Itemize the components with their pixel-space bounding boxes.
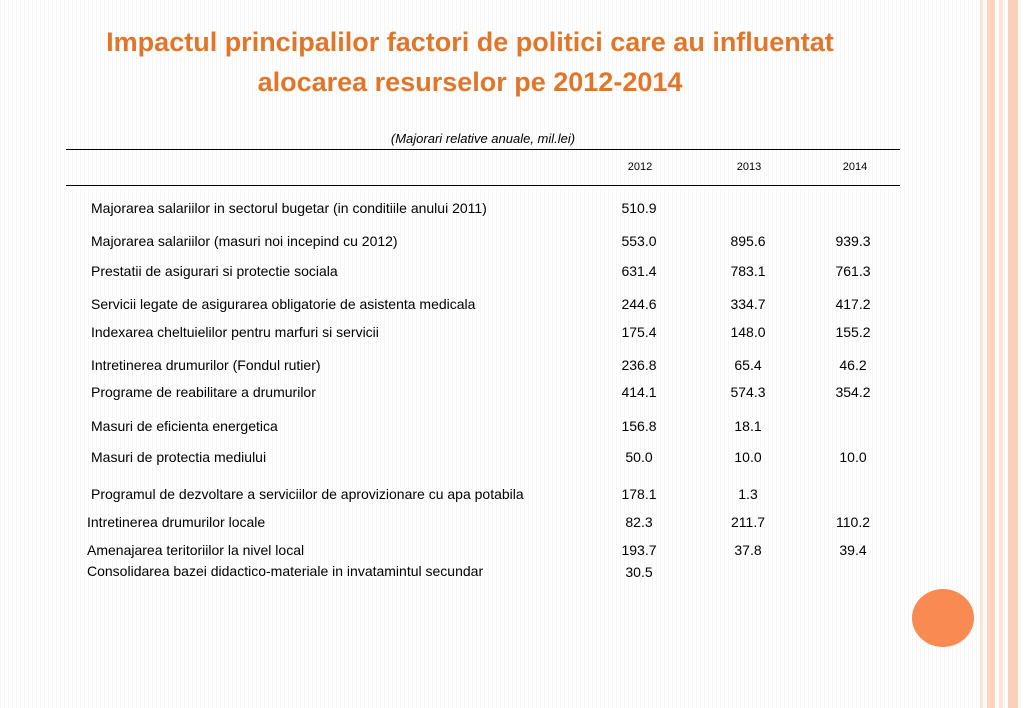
row-label: Prestatii de asigurari si protectie soci…	[91, 263, 338, 279]
row-label: Majorarea salariilor (masuri noi incepin…	[91, 233, 398, 249]
value-2014: 354.2	[835, 384, 871, 400]
value-2013: 334.7	[730, 296, 766, 312]
row-label: Programul de dezvoltare a serviciilor de…	[91, 486, 524, 502]
table-top-rule	[66, 149, 900, 150]
value-2012: 156.8	[621, 418, 657, 434]
value-2014: 110.2	[836, 514, 870, 530]
row-label: Servicii legate de asigurarea obligatori…	[91, 296, 476, 312]
value-2012: 244.6	[621, 296, 657, 312]
decor-stripe-1	[980, 0, 983, 708]
row-label: Majorarea salariilor in sectorul bugetar…	[91, 200, 487, 216]
table-row: Masuri de protectia mediului 50.0 10.0 1…	[0, 449, 1023, 469]
value-2012: 414.1	[621, 384, 657, 400]
value-2014: 155.2	[835, 324, 871, 340]
value-2012: 193.7	[621, 542, 657, 558]
value-2014: 939.3	[835, 233, 871, 249]
value-2014: 39.4	[839, 542, 867, 558]
value-2013: 574.3	[730, 384, 766, 400]
table-row: Programul de dezvoltare a serviciilor de…	[0, 486, 1023, 506]
table-row: Consolidarea bazei didactico-materiale i…	[0, 563, 1023, 583]
table-row: Majorarea salariilor (masuri noi incepin…	[0, 233, 1023, 253]
page-title: Impactul principalilor factori de politi…	[40, 22, 900, 102]
value-2012: 178.1	[621, 486, 657, 502]
value-2012: 50.0	[625, 449, 653, 465]
column-header-2012: 2012	[627, 161, 653, 173]
value-2013: 211.7	[731, 514, 765, 530]
value-2012: 553.0	[621, 233, 657, 249]
table-subtitle: (Majorari relative anuale, mil.lei)	[390, 131, 576, 146]
row-label: Intretinerea drumurilor (Fondul rutier)	[91, 357, 321, 373]
value-2014: 46.2	[839, 357, 867, 373]
value-2014: 10.0	[839, 449, 867, 465]
value-2012: 30.5	[625, 564, 653, 580]
value-2012: 631.4	[621, 263, 657, 279]
decor-stripe-2	[987, 0, 995, 708]
value-2013: 148.0	[730, 324, 766, 340]
value-2013: 895.6	[730, 233, 766, 249]
table-row: Intretinerea drumurilor locale 82.3 211.…	[0, 514, 1023, 534]
value-2012: 175.4	[621, 324, 657, 340]
value-2013: 1.3	[738, 486, 758, 502]
table-row: Prestatii de asigurari si protectie soci…	[0, 263, 1023, 283]
table-row: Amenajarea teritoriilor la nivel local 1…	[0, 542, 1023, 562]
column-header-2014: 2014	[842, 161, 868, 173]
title-line-1: Impactul principalilor factori de politi…	[106, 27, 834, 57]
row-label: Intretinerea drumurilor locale	[87, 514, 266, 530]
decor-stripe-4	[1008, 0, 1018, 708]
value-2012: 236.8	[621, 357, 657, 373]
value-2013: 10.0	[734, 449, 762, 465]
column-header-2013: 2013	[736, 161, 762, 173]
row-label: Programe de reabilitare a drumurilor	[91, 384, 316, 400]
table-row: Programe de reabilitare a drumurilor 414…	[0, 384, 1023, 404]
value-2014: 761.3	[835, 263, 871, 279]
row-label: Indexarea cheltuielilor pentru marfuri s…	[91, 324, 379, 340]
table-row: Intretinerea drumurilor (Fondul rutier) …	[0, 357, 1023, 377]
row-label: Amenajarea teritoriilor la nivel local	[87, 542, 305, 558]
value-2012: 510.9	[621, 200, 657, 216]
table-header-rule	[66, 185, 900, 186]
table-row: Indexarea cheltuielilor pentru marfuri s…	[0, 324, 1023, 344]
title-line-2: alocarea resurselor pe 2012-2014	[257, 67, 683, 97]
row-label: Masuri de protectia mediului	[91, 449, 267, 465]
value-2013: 65.4	[734, 357, 762, 373]
table-row: Majorarea salariilor in sectorul bugetar…	[0, 200, 1023, 220]
table-row: Servicii legate de asigurarea obligatori…	[0, 296, 1023, 316]
row-label: Masuri de eficienta energetica	[91, 418, 278, 434]
value-2013: 783.1	[730, 263, 766, 279]
decorative-circle	[912, 589, 974, 647]
value-2014: 417.2	[835, 296, 871, 312]
decor-stripe-3	[999, 0, 1003, 708]
value-2013: 18.1	[734, 418, 762, 434]
row-label: Consolidarea bazei didactico-materiale i…	[87, 563, 484, 579]
table-row: Masuri de eficienta energetica 156.8 18.…	[0, 418, 1023, 438]
value-2013: 37.8	[734, 542, 762, 558]
value-2012: 82.3	[625, 514, 653, 530]
